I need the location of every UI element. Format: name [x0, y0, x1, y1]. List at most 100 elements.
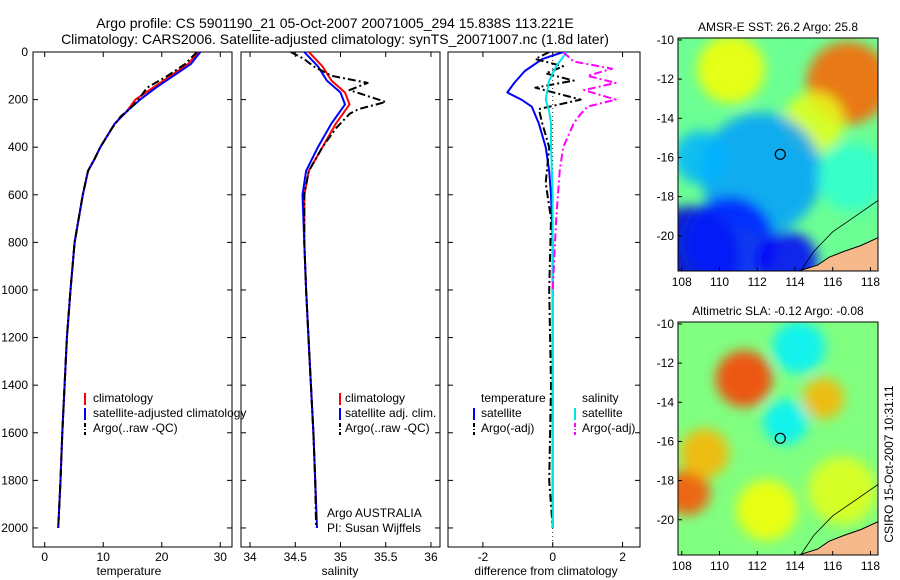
sla-map-land: [798, 521, 878, 555]
sla-ytick-label-5: -20: [657, 513, 675, 527]
difference-xlabel: difference from climatology: [474, 564, 617, 578]
sla-map-field: [678, 322, 878, 555]
temperature-axes: [32, 51, 233, 548]
temperature-series-0: [57, 52, 200, 529]
temperature-ytick-label-9: 1800: [1, 473, 28, 487]
temperature-xticks: 0 10 20 30: [41, 52, 227, 564]
temperature-ytick-label-10: 2000: [1, 521, 28, 535]
salinity-series-1: [301, 52, 346, 529]
sst-ytick-label-4: -18: [657, 190, 675, 204]
sst-map-field: [678, 38, 878, 271]
float-annotation-line1: Argo AUSTRALIA: [327, 506, 422, 520]
sst-map-blob-8: [817, 143, 878, 211]
sla-ytick-label-3: -16: [657, 434, 675, 448]
sla-map-title: Altimetric SLA: -0.12 Argo: -0.08: [692, 304, 864, 318]
sst-map-blob-6: [757, 231, 818, 271]
legend-group-temperature: temperature: [481, 391, 546, 405]
sla-map-blob-6: [808, 456, 877, 525]
csiro-timestamp: CSIRO 15-Oct-2007 10:31:11: [882, 385, 896, 543]
temperature-xtick-label-1: 10: [97, 550, 111, 564]
difference-axes: [447, 51, 641, 548]
sst-ytick-label-0: -10: [657, 33, 675, 47]
salinity-xtick-label-3: 35.5: [374, 550, 398, 564]
temperature-xlabel: temperature: [97, 564, 162, 578]
sst-ytick-label-5: -20: [657, 229, 675, 243]
salinity-xtick-label-1: 34.5: [284, 550, 308, 564]
temperature-yticks: 0 200 400 600 800 1000 1200 1400 1600 1800 2000: [1, 45, 232, 535]
sla-map-blob-3: [802, 377, 845, 420]
sla-map-blob-5: [762, 399, 809, 445]
sla-map-blob-0: [715, 350, 773, 408]
temperature-ytick-label-7: 1400: [1, 378, 28, 392]
legend-label-satellite-adjusted: satellite-adjusted climatology: [93, 406, 246, 420]
temperature-xtick-label-0: 0: [41, 550, 48, 564]
difference-xtick-label-1: 0: [549, 550, 556, 564]
temperature-series-1: [57, 52, 202, 529]
sla-xtick-label-1: 110: [710, 559, 729, 573]
temperature-ytick-label-8: 1600: [1, 426, 28, 440]
salinity-xtick-label-4: 36: [424, 550, 438, 564]
legend-label-sal-satellite: satellite: [582, 406, 623, 420]
temperature-legend: climatology satellite-adjusted climatolo…: [84, 391, 246, 435]
legend-label-temp-satellite: satellite: [481, 406, 522, 420]
sst-xtick-label-5: 118: [861, 275, 880, 289]
sst-map-blobs: [678, 38, 878, 271]
sla-map: 108 110 112 114 116 118 -10 -12 -14 -16 -18 -20: [657, 317, 881, 573]
legend-label-temp-argo: Argo(-adj): [481, 421, 534, 435]
sla-map-shelf-contour: [800, 484, 878, 555]
salinity-xticks: 34 34.5 35 35.5 36: [241, 51, 440, 564]
temperature-series-2: [57, 52, 198, 529]
legend-label-sal-argo: Argo(-adj): [582, 421, 635, 435]
sla-xtick-label-3: 114: [785, 559, 804, 573]
legend-label-satellite: satellite adj. clim.: [345, 406, 436, 420]
sst-xtick-label-1: 110: [710, 275, 729, 289]
header-line1: Argo profile: CS 5901190_21 05-Oct-2007 …: [96, 15, 573, 31]
sst-map-frame: [677, 37, 879, 272]
sla-ytick-label-0: -10: [657, 317, 675, 331]
salinity-xtick-label-2: 35: [334, 550, 348, 564]
difference-xtick-label-2: 2: [619, 550, 626, 564]
sst-xtick-label-0: 108: [672, 275, 692, 289]
sla-ytick-label-1: -12: [657, 356, 675, 370]
sla-map-frame: [677, 321, 879, 556]
sla-map-blob-4: [772, 322, 826, 374]
sla-ytick-label-2: -14: [657, 395, 675, 409]
salinity-legend: climatology satellite adj. clim. Argo(..…: [339, 391, 436, 435]
difference-lines: [506, 52, 617, 547]
temperature-xtick-label-3: 30: [214, 550, 228, 564]
temperature-ytick-label-0: 0: [21, 45, 28, 59]
difference-series-3: [551, 52, 617, 291]
legend-group-salinity: salinity: [582, 391, 619, 405]
salinity-series-2: [290, 52, 387, 529]
sla-xtick-label-4: 116: [823, 559, 842, 573]
sla-xtick-label-2: 112: [748, 559, 767, 573]
sla-xtick-label-5: 118: [861, 559, 880, 573]
difference-legend: temperature satellite Argo(-adj) salinit…: [473, 391, 635, 435]
sla-xtick-label-0: 108: [672, 559, 692, 573]
sst-map-title: AMSR-E SST: 26.2 Argo: 25.8: [698, 20, 858, 34]
temperature-ytick-label-1: 200: [8, 93, 28, 107]
temperature-lines: [57, 52, 202, 529]
sst-map-blob-5: [683, 196, 775, 271]
sla-map-blob-7: [736, 479, 797, 541]
temperature-ytick-label-3: 600: [8, 188, 28, 202]
legend-label-climatology: climatology: [345, 391, 405, 405]
salinity-axes: [240, 51, 441, 548]
difference-series-1: [534, 52, 582, 529]
legend-label-argo: Argo(..raw -QC): [345, 421, 430, 435]
sst-map-land: [798, 237, 878, 271]
sla-argo-location-marker: [774, 432, 786, 444]
difference-series-2: [544, 52, 568, 528]
sst-xtick-label-3: 114: [785, 275, 804, 289]
sst-xtick-label-4: 116: [823, 275, 842, 289]
temperature-ytick-label-5: 1000: [1, 283, 28, 297]
sla-map-blob-1: [678, 469, 711, 515]
salinity-xtick-label-0: 34: [243, 550, 257, 564]
sla-map-blobs: [678, 322, 877, 541]
temperature-ytick-label-4: 800: [8, 235, 28, 249]
difference-series-0: [506, 52, 564, 528]
temperature-ytick-label-2: 400: [8, 140, 28, 154]
sst-map: 108 110 112 114 116 118 -10 -12 -14 -16 -18 -20: [657, 33, 881, 289]
legend-label-climatology: climatology: [93, 391, 153, 405]
legend-label-argo: Argo(..raw -QC): [93, 421, 178, 435]
